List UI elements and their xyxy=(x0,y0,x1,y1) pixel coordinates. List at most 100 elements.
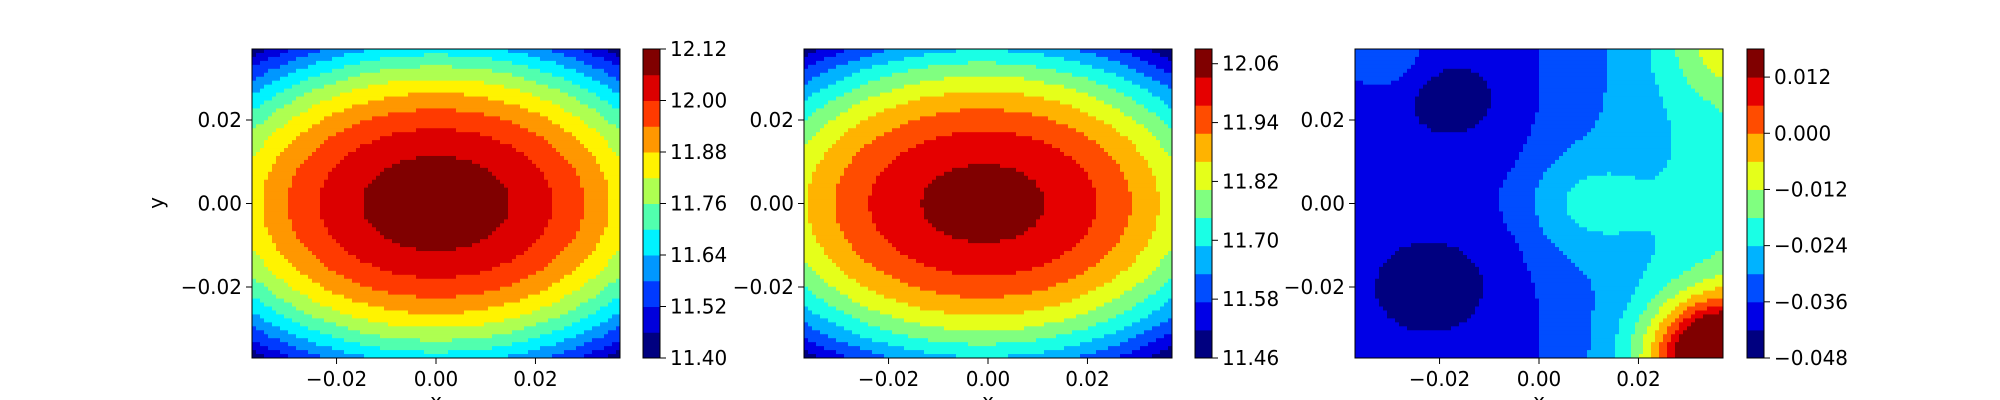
contour-cell xyxy=(388,302,393,308)
contour-cell xyxy=(396,310,401,316)
contour-cell xyxy=(352,239,357,244)
contour-cell xyxy=(308,322,313,327)
contour-cell xyxy=(260,278,265,284)
contour-cell xyxy=(468,159,473,165)
contour-cell xyxy=(288,56,293,62)
contour-cell xyxy=(452,187,457,193)
contour-cell xyxy=(360,342,365,347)
contour-cell xyxy=(436,239,441,244)
contour-cell xyxy=(412,330,417,335)
contour-cell xyxy=(300,330,305,335)
contour-cell xyxy=(348,155,353,161)
contour-cell xyxy=(432,124,437,129)
contour-cell xyxy=(428,266,433,272)
contour-cell xyxy=(264,207,269,213)
contour-cell xyxy=(428,334,433,339)
contour-cell xyxy=(404,72,409,78)
contour-cell xyxy=(340,318,345,323)
contour-cell xyxy=(348,302,353,308)
contour-cell xyxy=(420,247,425,252)
contour-cell xyxy=(308,92,313,98)
contour-cell xyxy=(288,128,293,133)
contour-cell xyxy=(356,92,361,98)
contour-cell xyxy=(496,255,501,260)
contour-cell xyxy=(448,286,453,292)
contour-cell xyxy=(476,255,481,260)
contour-cell xyxy=(340,159,345,165)
contour-cell xyxy=(284,199,289,205)
contour-cell xyxy=(468,136,473,141)
contour-cell xyxy=(468,144,473,149)
contour-cell xyxy=(328,199,333,205)
contour-cell xyxy=(260,60,265,66)
contour-cell xyxy=(500,68,505,74)
contour-cell xyxy=(496,64,501,70)
contour-cell xyxy=(460,148,465,153)
contour-cell xyxy=(372,290,377,296)
contour-cell xyxy=(416,56,421,62)
contour-cell xyxy=(352,120,357,125)
contour-cell xyxy=(452,298,457,304)
contour-cell xyxy=(496,199,501,205)
contour-cell xyxy=(476,96,481,102)
contour-cell xyxy=(372,282,377,288)
contour-cell xyxy=(500,152,505,157)
contour-cell xyxy=(432,187,437,193)
contour-cell xyxy=(484,262,489,268)
contour-cell xyxy=(488,199,493,205)
contour-cell xyxy=(452,144,457,149)
contour-cell xyxy=(316,342,321,347)
contour-cell xyxy=(448,100,453,106)
contour-cell xyxy=(320,124,325,129)
contour-cell xyxy=(500,159,505,165)
contour-cell xyxy=(360,298,365,304)
contour-cell xyxy=(388,175,393,181)
contour-cell xyxy=(472,148,477,153)
contour-cell xyxy=(384,342,389,347)
contour-cell xyxy=(460,227,465,232)
contour-cell xyxy=(376,203,381,209)
contour-cell xyxy=(432,326,437,331)
contour-cell xyxy=(436,302,441,308)
contour-cell xyxy=(304,72,309,78)
contour-cell xyxy=(476,60,481,66)
contour-cell xyxy=(340,191,345,197)
contour-cell xyxy=(500,239,505,244)
contour-cell xyxy=(412,191,417,197)
contour-cell xyxy=(444,266,449,272)
contour-cell xyxy=(496,251,501,256)
contour-cell xyxy=(288,350,293,355)
contour-cell xyxy=(368,96,373,102)
contour-cell xyxy=(332,88,337,94)
contour-cell xyxy=(400,290,405,296)
contour-cell xyxy=(504,68,509,74)
contour-cell xyxy=(492,354,497,358)
contour-cell xyxy=(252,266,257,272)
contour-cell xyxy=(456,298,461,304)
contour-cell xyxy=(460,258,465,264)
contour-cell xyxy=(416,262,421,268)
contour-cell xyxy=(252,203,257,209)
contour-cell xyxy=(484,88,489,94)
contour-cell xyxy=(252,251,257,256)
contour-cell xyxy=(252,191,257,197)
contour-cell xyxy=(476,334,481,339)
contour-cell xyxy=(424,255,429,260)
contour-cell xyxy=(268,88,273,94)
contour-cell xyxy=(464,219,469,224)
contour-cell xyxy=(500,163,505,169)
contour-cell xyxy=(392,310,397,316)
contour-cell xyxy=(304,247,309,252)
contour-cell xyxy=(252,124,257,129)
contour-cell xyxy=(340,183,345,189)
contour-cell xyxy=(428,211,433,216)
contour-cell xyxy=(336,302,341,308)
contour-cell xyxy=(452,88,457,94)
contour-cell xyxy=(364,342,369,347)
contour-cell xyxy=(488,290,493,296)
contour-cell xyxy=(272,262,277,268)
contour-cell xyxy=(504,140,509,145)
contour-cell xyxy=(320,171,325,177)
contour-cell xyxy=(440,108,445,113)
contour-cell xyxy=(316,195,321,201)
